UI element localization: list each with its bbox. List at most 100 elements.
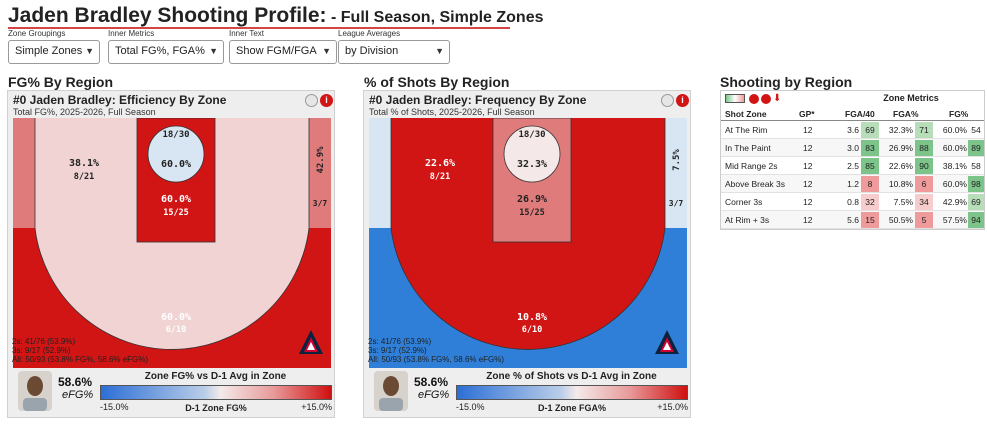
rim-top-label: 18/30 <box>162 130 189 140</box>
download-icon[interactable]: ⬇ <box>773 93 782 104</box>
fga-pct-percentile: 71 <box>915 122 933 138</box>
toggle-icon[interactable] <box>661 94 674 107</box>
fg-pct-percentile: 89 <box>968 140 984 156</box>
gp-cell: 12 <box>803 125 813 135</box>
select-value: Total FG%, FGA% <box>115 45 205 57</box>
player-photo <box>374 371 408 411</box>
frequency-panel: #0 Jaden Bradley: Frequency By Zone Tota… <box>363 90 691 418</box>
team-logo <box>299 330 323 354</box>
fga40-percentile: 15 <box>861 212 879 228</box>
two-pt-summary: 2s: 41/76 (53.9%) <box>368 337 432 346</box>
fga-pct-percentile: 90 <box>915 158 933 174</box>
control-label: Inner Metrics <box>108 29 155 38</box>
efficiency-panel: #0 Jaden Bradley: Efficiency By Zone Tot… <box>7 90 335 418</box>
fg-pct-cell: 60.0% <box>942 179 967 189</box>
shot-zone-cell: At The Rim <box>725 125 768 135</box>
shooting-summary: 2s: 41/76 (53.9%) 3s: 9/17 (52.9%) All: … <box>12 337 148 364</box>
section-fg-by-region: FG% By Region <box>8 74 114 90</box>
shot-zone-cell: In The Paint <box>725 143 771 153</box>
player-photo <box>18 371 52 411</box>
section-shooting-by-region: Shooting by Region <box>720 74 853 90</box>
color-scale-bar <box>456 385 688 400</box>
fga-pct-cell: 32.3% <box>888 125 913 135</box>
three-bottom-label: 6/10 <box>166 325 186 335</box>
panel-heading: #0 Jaden Bradley: Efficiency By Zone <box>13 93 227 107</box>
fga-pct-percentile: 88 <box>915 140 933 156</box>
efg-value: 58.6% <box>58 375 93 389</box>
zone-groupings-select[interactable]: Simple Zones ▼ <box>8 40 100 64</box>
three-pt-summary: 3s: 9/17 (52.9%) <box>368 346 427 355</box>
chevron-down-icon: ▼ <box>322 46 331 56</box>
mid-top-label: 22.6% <box>425 158 455 169</box>
color-toggle-icon[interactable] <box>725 94 745 103</box>
chevron-down-icon: ▼ <box>85 46 94 56</box>
fga40-percentile: 8 <box>861 176 879 192</box>
col-gp[interactable]: GP* <box>799 109 815 119</box>
control-label: Zone Groupings <box>8 29 66 38</box>
corner-bottom-label: 3/7 <box>669 199 684 208</box>
table-row: At The Rim 12 3.6 69 32.3% 71 60.0% 54 <box>721 121 984 139</box>
inner-text-select[interactable]: Show FGM/FGA ▼ <box>229 40 337 64</box>
gp-cell: 12 <box>803 161 813 171</box>
info-icon[interactable]: i <box>676 94 689 107</box>
title-season: Full Season <box>340 9 431 26</box>
inner-metrics-select[interactable]: Total FG%, FGA% ▼ <box>108 40 224 64</box>
filter-icon[interactable] <box>749 94 759 104</box>
paint-bottom-label: 15/25 <box>519 208 545 218</box>
frequency-court-chart: 18/30 32.3% 26.9% 15/25 22.6% 8/21 7.5% … <box>369 118 687 368</box>
legend-title: Zone FG% vs D-1 Avg in Zone <box>144 371 287 382</box>
select-value: Show FGM/FGA <box>236 45 317 57</box>
toggle-icon[interactable] <box>305 94 318 107</box>
panel-heading: #0 Jaden Bradley: Frequency By Zone <box>369 93 587 107</box>
col-shot-zone[interactable]: Shot Zone <box>725 109 767 119</box>
fga40-cell: 3.6 <box>847 125 859 135</box>
info-icon[interactable]: i <box>320 94 333 107</box>
efg-value: 58.6% <box>414 375 449 389</box>
page-title: Jaden Bradley Shooting Profile: - Full S… <box>8 4 544 28</box>
fg-pct-cell: 38.1% <box>942 161 967 171</box>
corner-bottom-label: 3/7 <box>313 199 328 208</box>
table-row: Corner 3s 12 0.8 32 7.5% 34 42.9% 69 <box>721 193 984 211</box>
fga-pct-percentile: 34 <box>915 194 933 210</box>
col-fg-pct[interactable]: FG% <box>949 109 969 119</box>
info-icon[interactable] <box>761 94 771 104</box>
col-fga-pct[interactable]: FGA% <box>893 109 919 119</box>
fga40-percentile: 83 <box>861 140 879 156</box>
all-summary: All: 50/93 (53.8% FG%, 58.6% eFG%) <box>368 355 505 364</box>
shot-zone-cell: Above Break 3s <box>725 179 786 189</box>
three-top-label: 60.0% <box>161 312 191 323</box>
section-shots-by-region: % of Shots By Region <box>364 74 510 90</box>
fga40-percentile: 69 <box>861 122 879 138</box>
fg-pct-percentile: 98 <box>968 176 984 192</box>
zone-metrics-header: Zone Metrics <box>883 93 939 103</box>
zone-corner-left <box>369 118 391 228</box>
col-fga40[interactable]: FGA/40 <box>845 109 875 119</box>
table-toolbar: ⬇ Zone Metrics <box>721 91 984 107</box>
three-bottom-label: 6/10 <box>522 325 542 335</box>
efficiency-court-chart: 18/30 60.0% 60.0% 15/25 38.1% 8/21 42.9%… <box>13 118 331 368</box>
table-row: Mid Range 2s 12 2.5 85 22.6% 90 38.1% 58 <box>721 157 984 175</box>
fga40-cell: 3.0 <box>847 143 859 153</box>
gp-cell: 12 <box>803 215 813 225</box>
corner-top-label: 42.9% <box>316 146 326 174</box>
zone-corner-right <box>665 118 687 228</box>
title-zones: Simple Zones <box>439 9 544 26</box>
fga40-cell: 2.5 <box>847 161 859 171</box>
fg-pct-cell: 42.9% <box>942 197 967 207</box>
fg-pct-percentile: 94 <box>968 212 984 228</box>
fga-pct-cell: 10.8% <box>888 179 913 189</box>
fg-pct-percentile: 54 <box>968 122 984 138</box>
fga40-cell: 1.2 <box>847 179 859 189</box>
league-averages-control: League Averages by Division ▼ <box>338 29 450 64</box>
legend-mid: D-1 Zone FG% <box>185 403 247 413</box>
three-pt-summary: 3s: 9/17 (52.9%) <box>12 346 71 355</box>
paint-bottom-label: 15/25 <box>163 208 189 218</box>
inner-metrics-control: Inner Metrics Total FG%, FGA% ▼ <box>108 29 224 64</box>
corner-top-label: 7.5% <box>672 149 682 171</box>
league-averages-select[interactable]: by Division ▼ <box>338 40 450 64</box>
rim-bottom-label: 32.3% <box>517 159 547 170</box>
zone-rim <box>503 125 561 183</box>
paint-top-label: 60.0% <box>161 194 191 205</box>
panel-footer: 58.6% eFG% Zone % of Shots vs D-1 Avg in… <box>364 368 690 418</box>
panel-footer: 58.6% eFG% Zone FG% vs D-1 Avg in Zone -… <box>8 368 334 418</box>
